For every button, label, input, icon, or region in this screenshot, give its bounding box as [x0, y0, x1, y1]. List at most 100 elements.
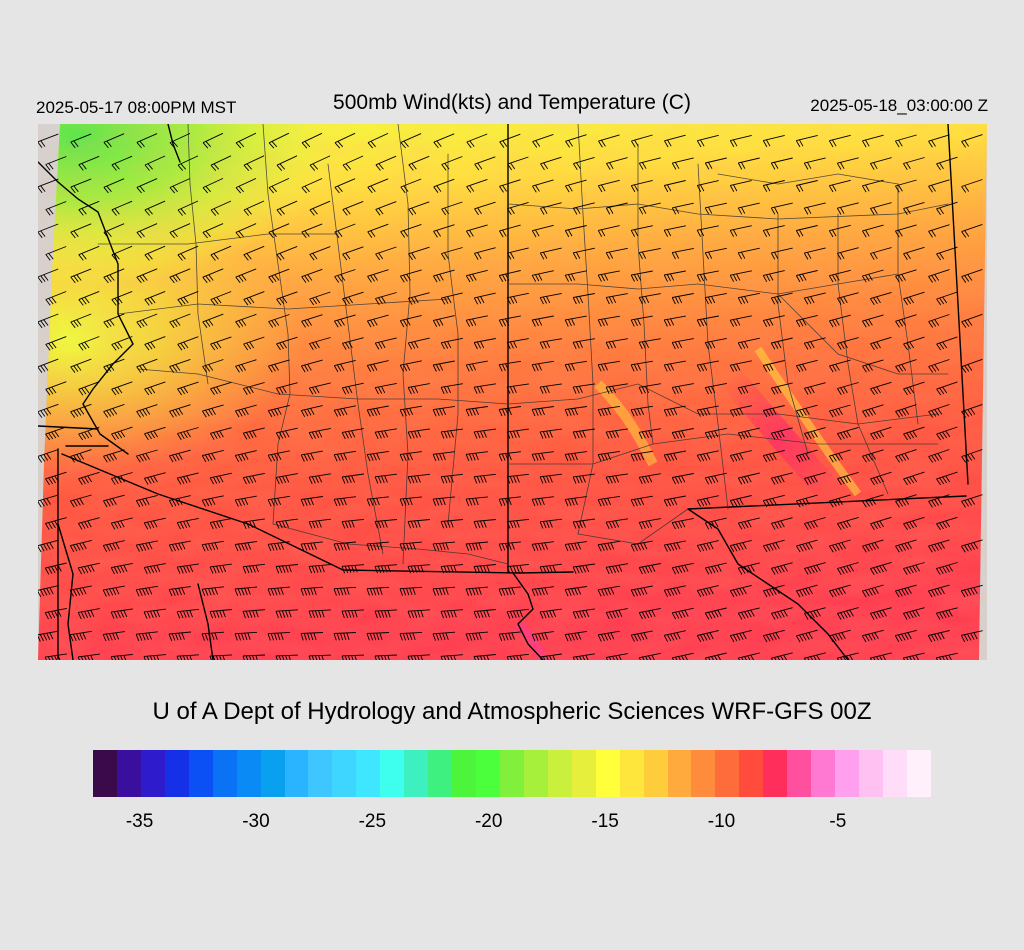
- wind-barb: [111, 155, 133, 171]
- wind-barb: [737, 562, 760, 575]
- wind-barb: [837, 426, 859, 440]
- wind-barb: [399, 360, 422, 372]
- wind-barb: [135, 585, 158, 597]
- wind-barb: [638, 563, 661, 575]
- wind-barb: [499, 133, 521, 148]
- wind-barb: [564, 496, 587, 507]
- wind-barb: [597, 405, 620, 417]
- wind-barb: [539, 473, 562, 484]
- wind-barb: [77, 608, 100, 620]
- wind-barb: [870, 291, 892, 305]
- wind-barb: [696, 495, 719, 507]
- wind-barb: [135, 631, 158, 642]
- wind-barb: [771, 607, 793, 620]
- wind-barb: [506, 383, 529, 394]
- wind-barb: [729, 629, 752, 643]
- wind-barb: [70, 313, 92, 329]
- wind-barb: [671, 473, 694, 485]
- state-borders: [38, 124, 969, 660]
- wind-barb: [796, 629, 818, 643]
- wind-barb: [44, 607, 67, 620]
- wind-barb: [308, 654, 332, 660]
- wind-barb: [936, 291, 958, 306]
- wind-barb: [38, 358, 59, 373]
- wind-barb: [466, 224, 488, 238]
- wind-barb: [432, 541, 456, 551]
- wind-barb: [704, 607, 727, 620]
- wind-barb: [903, 381, 925, 396]
- wind-barb: [374, 519, 398, 529]
- wind-barb: [605, 383, 628, 394]
- wind-barb: [70, 403, 92, 418]
- wind-barb: [440, 473, 463, 484]
- wind-barb: [235, 132, 257, 149]
- wind-barb: [795, 134, 818, 148]
- wind-barb: [242, 654, 266, 660]
- wind-barb: [136, 223, 158, 239]
- wind-barb: [804, 607, 826, 620]
- wind-barb: [268, 223, 290, 239]
- colorbar-cell: [715, 750, 740, 797]
- wind-barb: [168, 495, 191, 508]
- wind-barb: [630, 315, 653, 327]
- wind-barb: [532, 179, 554, 193]
- wind-barb: [177, 245, 199, 261]
- wind-barb: [961, 403, 983, 418]
- wind-barb: [671, 383, 694, 395]
- wind-barb: [573, 156, 595, 170]
- wind-barb: [837, 337, 859, 350]
- wind-barb: [301, 223, 323, 239]
- wind-barb: [663, 585, 686, 597]
- wind-barb: [400, 178, 422, 194]
- wind-barb: [762, 494, 785, 508]
- wind-barb: [663, 450, 686, 462]
- wind-barb: [202, 223, 224, 239]
- wind-barb: [737, 337, 760, 350]
- wind-barb: [407, 337, 430, 350]
- wind-barb: [440, 519, 464, 529]
- wind-barb: [38, 268, 59, 284]
- wind-barb: [103, 494, 125, 508]
- wind-barb: [441, 156, 463, 171]
- wind-barb: [300, 541, 323, 552]
- wind-barb: [771, 562, 793, 575]
- wind-barb: [242, 518, 265, 529]
- wind-barb: [210, 381, 232, 396]
- wind-barb: [275, 473, 298, 485]
- wind-barb: [136, 178, 158, 194]
- colorbar-cell: [882, 750, 907, 797]
- wind-barb: [638, 247, 661, 260]
- county-borders: [97, 124, 949, 565]
- wind-barb: [70, 449, 92, 463]
- wind-barb: [366, 496, 389, 507]
- wind-barb: [168, 540, 191, 552]
- colorbar-cell: [93, 750, 117, 797]
- wind-barb: [341, 518, 364, 529]
- wind-barb: [499, 224, 521, 238]
- wind-barb: [432, 496, 455, 506]
- wind-barb: [729, 405, 752, 417]
- wind-barb: [531, 406, 554, 417]
- wind-barb: [308, 473, 331, 484]
- wind-barb: [38, 630, 59, 642]
- wind-barb: [903, 246, 925, 261]
- wind-barb: [473, 428, 496, 439]
- wind-barb: [177, 290, 199, 306]
- wind-barb: [407, 654, 431, 660]
- wind-barb: [242, 609, 266, 619]
- colorbar-cell: [571, 750, 596, 797]
- wind-barb: [308, 382, 331, 395]
- wind-barb: [111, 381, 133, 396]
- wind-barb: [407, 428, 430, 439]
- valid-time-utc: 2025-05-18_03:00:00 Z: [810, 96, 988, 115]
- wind-barb: [176, 517, 199, 530]
- wind-barb: [564, 630, 587, 642]
- wind-barb: [836, 202, 859, 215]
- wind-barb: [837, 516, 859, 531]
- wind-barb: [862, 359, 884, 373]
- wind-barb: [531, 451, 554, 462]
- wind-barb: [267, 495, 290, 507]
- wind-barb: [737, 472, 760, 485]
- wind-barb: [440, 564, 464, 574]
- wind-barb: [828, 134, 851, 148]
